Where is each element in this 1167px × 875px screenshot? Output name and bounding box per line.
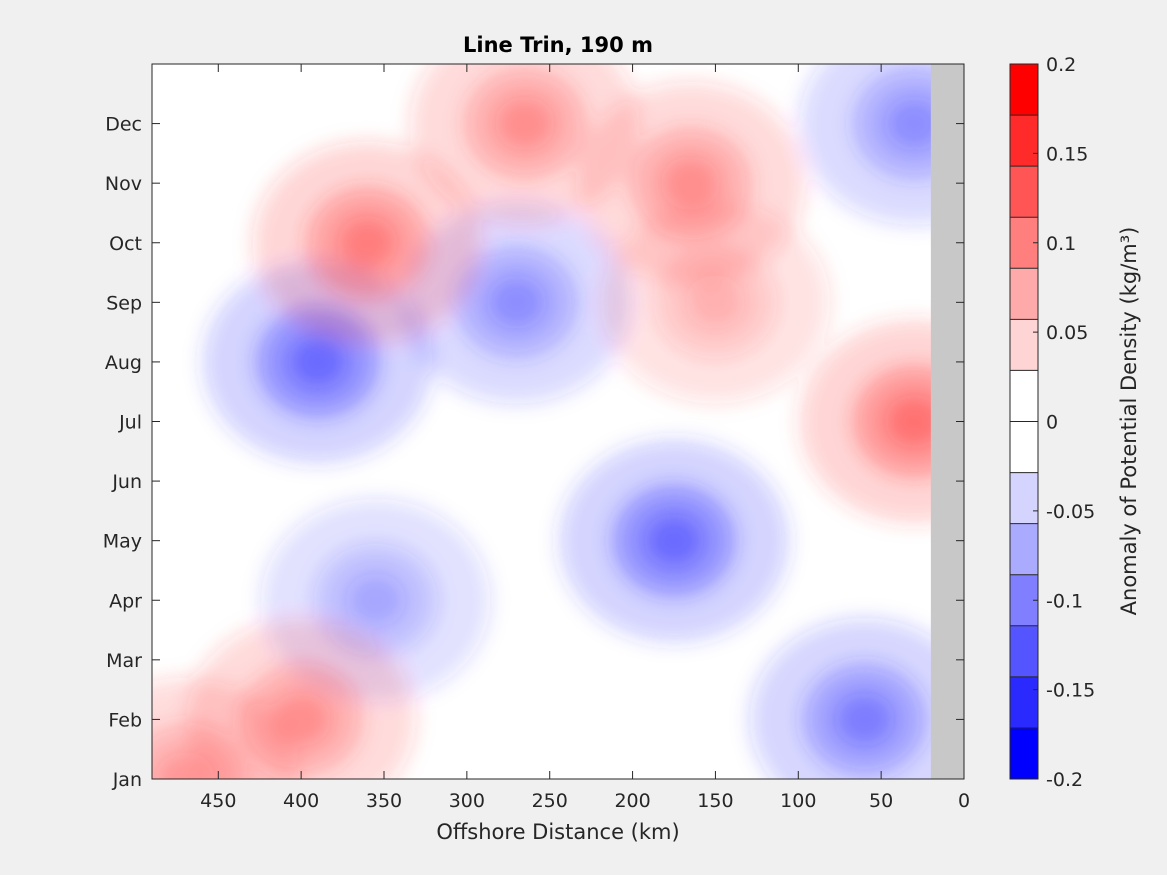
- plot-area: [151, 63, 965, 780]
- y-tick-label: Aug: [105, 352, 142, 374]
- anomaly-center: [252, 141, 482, 345]
- y-tick-label: Jun: [111, 471, 142, 493]
- x-tick-label: 450: [200, 790, 236, 812]
- colorbar-tick-label: 0.2: [1046, 54, 1076, 76]
- anomaly-field: [152, 64, 964, 779]
- y-axis: Jan Feb Mar Apr May Jun Jul Aug Sep Oct Nov Dec: [103, 114, 964, 791]
- colorbar-tick-label: -0.15: [1046, 680, 1095, 702]
- y-tick-label: Apr: [109, 590, 142, 612]
- colorbar-label: Anomaly of Potential Density (kg/m³): [1117, 227, 1141, 616]
- x-tick-label: 100: [780, 790, 816, 812]
- colorbar-swatch: [1010, 166, 1038, 218]
- x-tick-label: 300: [449, 790, 485, 812]
- y-tick-label: Sep: [106, 292, 142, 314]
- colorbar-swatch: [1010, 370, 1038, 422]
- y-tick-label: May: [103, 531, 142, 553]
- anomaly-center: [152, 677, 300, 779]
- x-tick-label: 400: [283, 790, 319, 812]
- anomaly-center: [799, 320, 964, 523]
- y-tick-label: Oct: [109, 233, 142, 255]
- colorbar-tick-label: -0.2: [1046, 769, 1083, 791]
- colorbar-tick-label: 0.05: [1046, 322, 1088, 344]
- colorbar-swatch: [1010, 115, 1038, 167]
- colorbar-tick-label: 0: [1046, 412, 1058, 434]
- colorbar-tick-label: -0.1: [1046, 590, 1083, 612]
- colorbar-tick-label: 0.1: [1046, 233, 1076, 255]
- x-tick-label: 0: [958, 790, 970, 812]
- x-tick-label: 250: [532, 790, 568, 812]
- chart-title: Line Trin, 190 m: [463, 33, 653, 57]
- colorbar-swatch: [1010, 523, 1038, 576]
- colorbar-swatch: [1010, 421, 1038, 474]
- y-tick-label: Jan: [112, 769, 142, 791]
- anomaly-center: [799, 64, 964, 225]
- y-tick-label: Jul: [118, 412, 142, 434]
- y-tick-label: Mar: [106, 650, 142, 672]
- y-tick-label: Nov: [105, 173, 142, 195]
- x-tick-label: 200: [614, 790, 650, 812]
- colorbar-swatch: [1010, 64, 1038, 116]
- y-tick-label: Dec: [105, 114, 142, 136]
- colorbar-swatch: [1010, 472, 1038, 525]
- anomaly-center: [600, 201, 830, 404]
- x-axis: 450 400 350 300 250 200 150 100 50 0: [200, 64, 970, 812]
- colorbar-swatch: [1010, 268, 1038, 320]
- colorbar-swatch: [1010, 625, 1038, 678]
- x-tick-label: 50: [869, 790, 893, 812]
- colorbar-swatch: [1010, 319, 1038, 371]
- colorbar: 0.2 0.15 0.1 0.05 0 -0.05 -0.1 -0.15 -0.2 Anomal…: [1009, 54, 1141, 791]
- colorbar-swatch: [1010, 676, 1038, 729]
- colorbar-tick-label: 0.15: [1046, 143, 1088, 165]
- anomaly-center: [750, 618, 964, 779]
- x-axis-label: Offshore Distance (km): [436, 820, 679, 844]
- x-tick-label: 350: [366, 790, 402, 812]
- colorbar-swatch: [1010, 727, 1038, 780]
- x-tick-label: 150: [697, 790, 733, 812]
- anomaly-center: [559, 439, 789, 642]
- y-tick-label: Feb: [108, 709, 142, 731]
- colorbar-tick-label: -0.05: [1046, 501, 1095, 523]
